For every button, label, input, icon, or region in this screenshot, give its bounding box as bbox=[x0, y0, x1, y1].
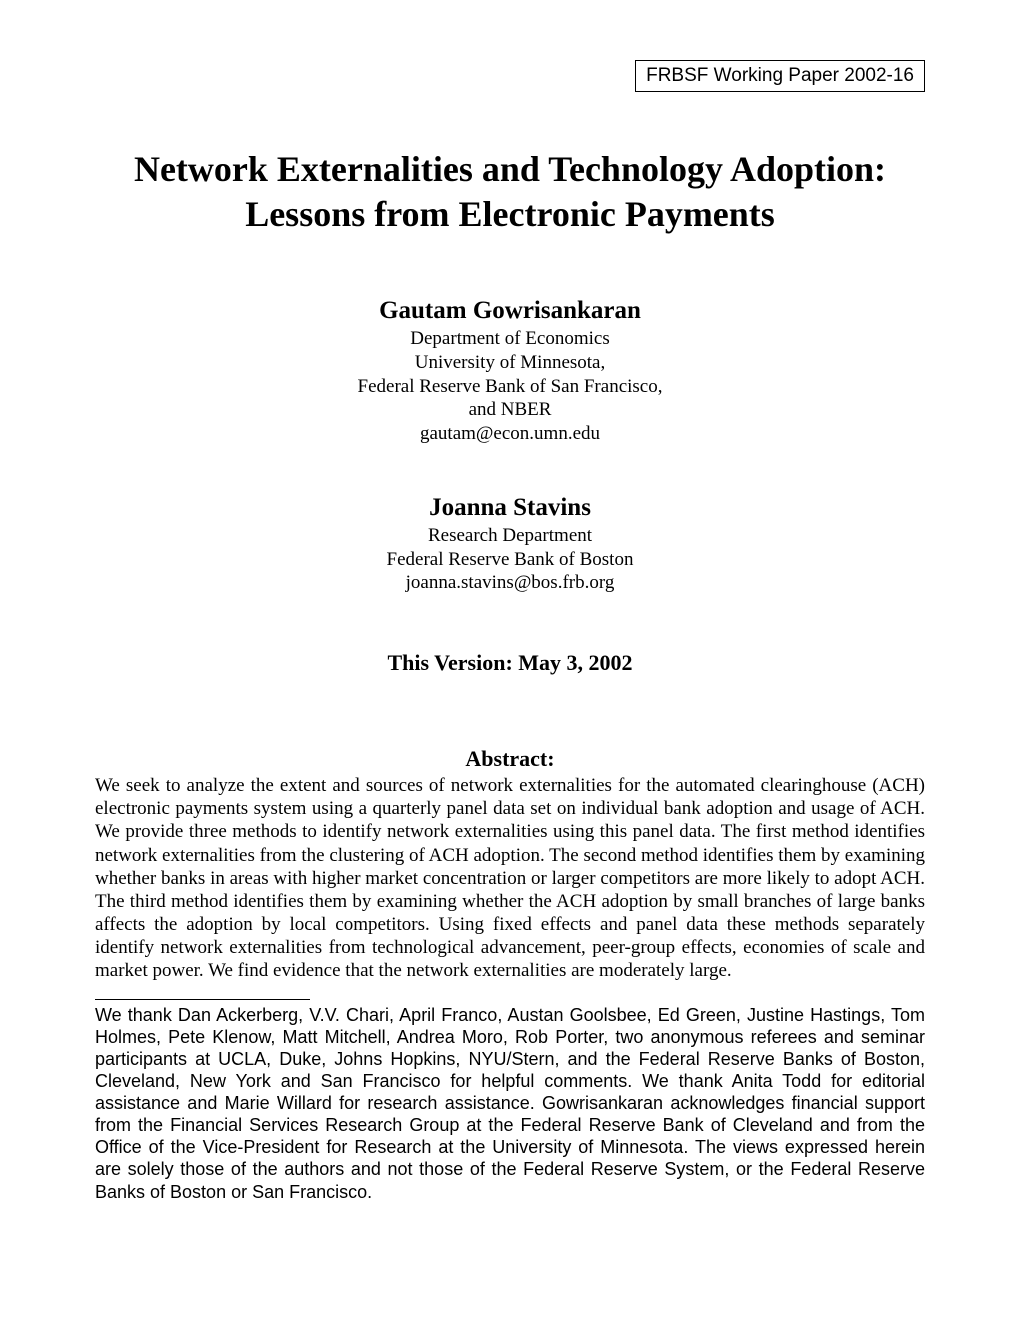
author-block-1: Gautam Gowrisankaran Department of Econo… bbox=[95, 297, 925, 446]
paper-id-box: FRBSF Working Paper 2002-16 bbox=[635, 60, 925, 92]
abstract-heading: Abstract: bbox=[95, 746, 925, 772]
author-1-line-3: and NBER bbox=[469, 399, 552, 420]
author-2-line-2: joanna.stavins@bos.frb.org bbox=[406, 572, 615, 593]
title-line-2: Lessons from Electronic Payments bbox=[245, 194, 775, 234]
author-block-2: Joanna Stavins Research Department Feder… bbox=[95, 494, 925, 595]
abstract-body: We seek to analyze the extent and source… bbox=[95, 774, 925, 983]
footnote-rule bbox=[95, 999, 310, 1000]
author-1-line-0: Department of Economics bbox=[410, 328, 609, 349]
author-info-2: Research Department Federal Reserve Bank… bbox=[95, 524, 925, 595]
author-1-line-1: University of Minnesota, bbox=[415, 352, 606, 373]
author-info-1: Department of Economics University of Mi… bbox=[95, 327, 925, 446]
author-1-line-2: Federal Reserve Bank of San Francisco, bbox=[358, 376, 663, 397]
author-name-1: Gautam Gowrisankaran bbox=[95, 297, 925, 325]
page-container: FRBSF Working Paper 2002-16 Network Exte… bbox=[0, 0, 1020, 1263]
author-1-line-4: gautam@econ.umn.edu bbox=[420, 423, 600, 444]
footnote-text: We thank Dan Ackerberg, V.V. Chari, Apri… bbox=[95, 1004, 925, 1203]
author-2-line-0: Research Department bbox=[428, 525, 592, 546]
title-line-1: Network Externalities and Technology Ado… bbox=[134, 149, 886, 189]
author-name-2: Joanna Stavins bbox=[95, 494, 925, 522]
version-line: This Version: May 3, 2002 bbox=[95, 650, 925, 676]
paper-title: Network Externalities and Technology Ado… bbox=[95, 147, 925, 237]
author-2-line-1: Federal Reserve Bank of Boston bbox=[387, 549, 634, 570]
